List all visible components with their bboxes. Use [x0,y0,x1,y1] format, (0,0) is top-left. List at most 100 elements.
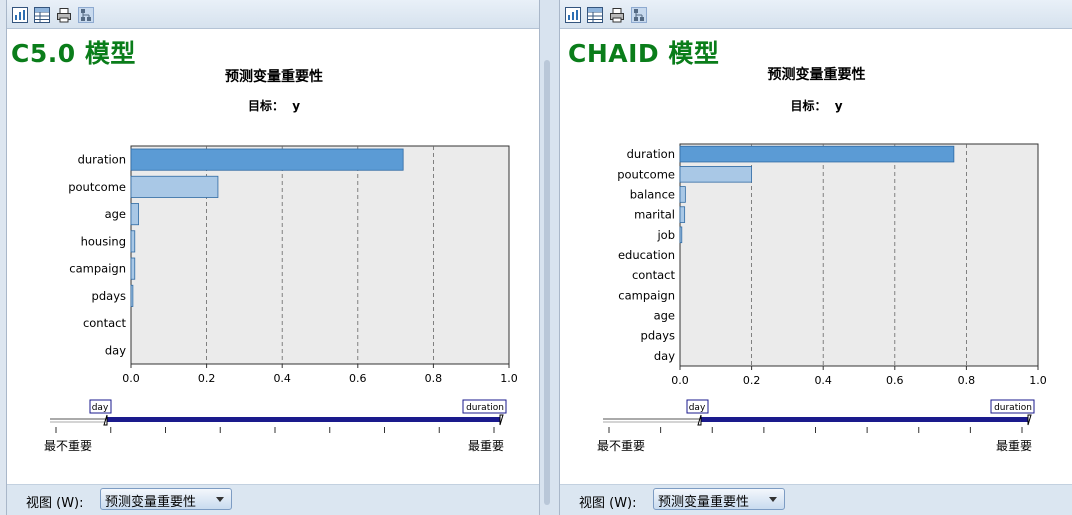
slider-max-label: 最重要 [996,439,1032,453]
scrollbar-thumb[interactable] [544,60,550,505]
slider-track [107,417,500,422]
target-label: 目标： [790,99,827,113]
table-icon[interactable] [587,7,603,23]
y-category-label: contact [632,268,676,282]
chevron-down-icon [769,497,777,502]
tree-icon[interactable] [78,7,94,23]
importance-chart: 0.0 0.2 0.4 0.6 0.8 1.0 duration poutcome age hou… [44,145,518,453]
slider-handle-left [697,414,702,426]
x-tick-label: 1.0 [1029,374,1047,387]
chart-title: 预测变量重要性 [225,69,323,85]
model-panel-c50: C5.0 模型 预测变量重要性 目标： y 0.0 0.2 0.4 0.6 0.8 1.0… [6,0,540,515]
slider-handle-right [499,414,504,426]
y-category-label: age [654,309,675,323]
table-icon[interactable] [34,7,50,23]
y-category-label: age [105,207,126,221]
target-value: y [292,99,301,113]
importance-bar [679,186,686,203]
importance-bar [679,226,683,244]
view-select[interactable]: 预测变量重要性 [100,488,232,510]
panel-toolbar [560,0,1072,29]
model-title: CHAID 模型 [568,39,720,68]
model-panel-chaid: CHAID 模型 预测变量重要性 目标： y 0.0 0.2 0.4 0.6 0.8 1.… [559,0,1072,515]
x-tick-label: 0.4 [273,372,291,385]
slider-right-tag: duration [462,399,507,414]
x-tick-label: 0.8 [958,374,976,387]
x-tick-label: 0.2 [198,372,216,385]
slider-handle-left [103,414,108,426]
y-category-label: duration [78,153,126,167]
y-category-label: pdays [92,289,126,303]
importance-bar [679,166,752,183]
x-tick-label: 1.0 [500,372,518,385]
view-select-value: 预测变量重要性 [658,495,750,510]
x-tick-label: 0.0 [122,372,140,385]
view-select[interactable]: 预测变量重要性 [653,488,785,510]
importance-bar [130,203,139,226]
slider-right-tag-label: duration [466,403,504,413]
tag-box [89,399,112,414]
print-icon[interactable] [609,7,625,23]
slider-min-label: 最不重要 [44,439,92,453]
window-edge [0,0,6,515]
importance-bar [130,175,219,198]
x-tick-label: 0.4 [814,374,832,387]
view-label: 视图 (W): [579,496,637,511]
y-category-label: poutcome [68,180,126,194]
print-icon[interactable] [56,7,72,23]
panel-splitter[interactable] [540,0,559,515]
slider-left-tag: day [89,399,112,414]
tag-box [686,399,709,414]
slider-right-tag-label: duration [994,403,1032,413]
y-category-label: housing [81,234,126,248]
slider-max-label: 最重要 [468,439,504,453]
view-label: 视图 (W): [26,496,84,511]
y-category-label: campaign [69,262,126,276]
panel-toolbar [7,0,539,29]
chart-title: 预测变量重要性 [767,67,866,83]
importance-bar [130,148,404,171]
view-select-value: 预测变量重要性 [105,495,197,510]
slider-left-tag: day [686,399,709,414]
importance-bar [679,145,955,163]
view-bar: 视图 (W): 预测变量重要性 [560,484,1072,515]
slider-min-label: 最不重要 [597,439,645,453]
tag-box [462,399,507,414]
y-category-label: education [618,248,675,262]
importance-bar [130,257,136,280]
chart-target: 目标： y [7,97,539,114]
importance-bar [679,206,686,223]
y-category-label: day [654,349,675,363]
target-label: 目标： [247,99,284,113]
importance-slider[interactable]: day duration [50,399,507,433]
x-tick-label: 0.2 [743,374,761,387]
tag-box [990,399,1035,414]
y-category-label: balance [630,187,675,201]
chevron-down-icon [216,497,224,502]
slider-track [701,417,1028,422]
y-category-label: job [656,228,675,242]
chart-icon[interactable] [565,7,581,23]
importance-slider[interactable]: day duration [603,399,1035,433]
importance-bar [130,230,136,253]
slider-left-tag-label: day [689,403,706,413]
slider-left-tag-label: day [92,403,109,413]
model-title: C5.0 模型 [11,39,136,68]
slider-right-tag: duration [990,399,1035,414]
x-tick-label: 0.6 [886,374,904,387]
y-category-label: contact [83,316,127,330]
tree-icon[interactable] [631,7,647,23]
chart-icon[interactable] [12,7,28,23]
x-tick-label: 0.6 [349,372,367,385]
y-category-label: pdays [641,329,675,343]
x-tick-label: 0.8 [425,372,443,385]
y-category-label: day [105,343,126,357]
importance-chart: 0.0 0.2 0.4 0.6 0.8 1.0 duration poutcome balanc… [597,143,1047,453]
target-value: y [834,99,843,113]
slider-handle-right [1027,414,1032,426]
importance-bar [130,284,134,307]
y-category-label: marital [634,208,675,222]
view-bar: 视图 (W): 预测变量重要性 [7,484,539,515]
chart-target: 目标： y [560,97,1072,114]
y-category-label: poutcome [617,167,675,181]
